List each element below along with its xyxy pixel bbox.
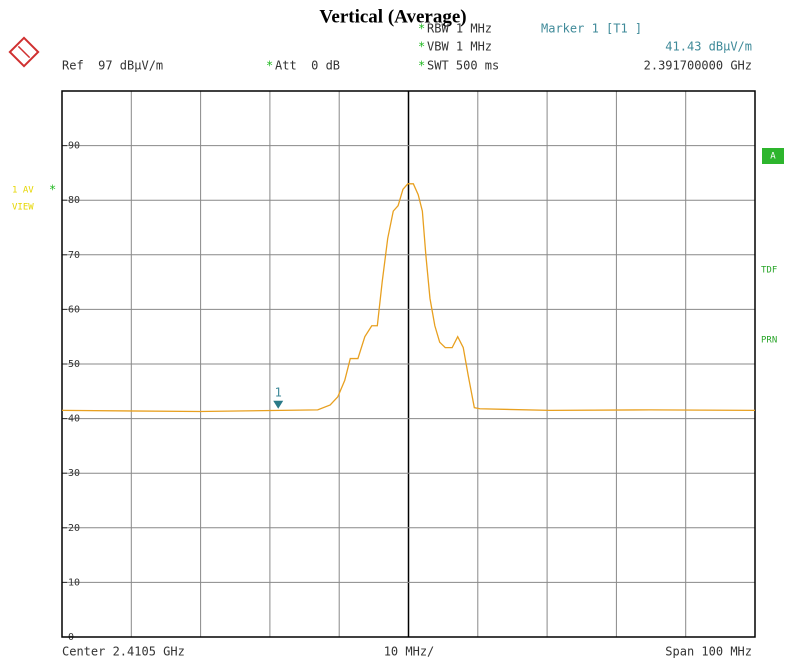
setting-star: * (418, 59, 425, 73)
marker-info: 41.43 dBµV/m (665, 40, 752, 54)
setting-star: * (418, 22, 425, 36)
logo (8, 36, 40, 68)
side-label: TDF (761, 266, 777, 276)
ref-label: Ref 97 dBµV/m (62, 59, 163, 73)
y-tick-label: 80 (68, 195, 80, 206)
setting: SWT 500 ms (427, 59, 499, 73)
marker-info: Marker 1 [T1 ] (541, 22, 642, 36)
setting: VBW 1 MHz (427, 40, 492, 54)
trace-mode: VIEW (12, 203, 34, 213)
y-tick-label: 30 (68, 468, 80, 479)
chart-title: Vertical (Average) (319, 6, 466, 27)
x-label: Center 2.4105 GHz (62, 645, 185, 659)
y-tick-label: 60 (68, 304, 80, 315)
att-star: * (266, 59, 273, 73)
trace-star: * (49, 183, 56, 197)
side-label: PRN (761, 336, 777, 346)
marker (273, 400, 284, 409)
side-box (762, 148, 784, 164)
y-tick-label: 20 (68, 523, 80, 534)
marker-info: 2.391700000 GHz (644, 59, 752, 73)
y-tick-label: 70 (68, 250, 80, 261)
att-label: Att 0 dB (275, 59, 340, 73)
y-tick-label: 50 (68, 359, 80, 370)
side-label: A (770, 152, 776, 162)
plot-border (61, 90, 756, 638)
x-label: Span 100 MHz (665, 645, 752, 659)
setting-star: * (418, 40, 425, 54)
y-tick-label: 40 (68, 414, 80, 425)
setting: RBW 1 MHz (427, 22, 492, 36)
x-label: 10 MHz/ (384, 645, 435, 659)
y-tick-label: 90 (68, 141, 80, 152)
y-tick-label: 10 (68, 577, 80, 588)
trace (61, 183, 756, 413)
trace-label: 1 AV (12, 186, 34, 196)
marker-label: 1 (275, 385, 282, 399)
